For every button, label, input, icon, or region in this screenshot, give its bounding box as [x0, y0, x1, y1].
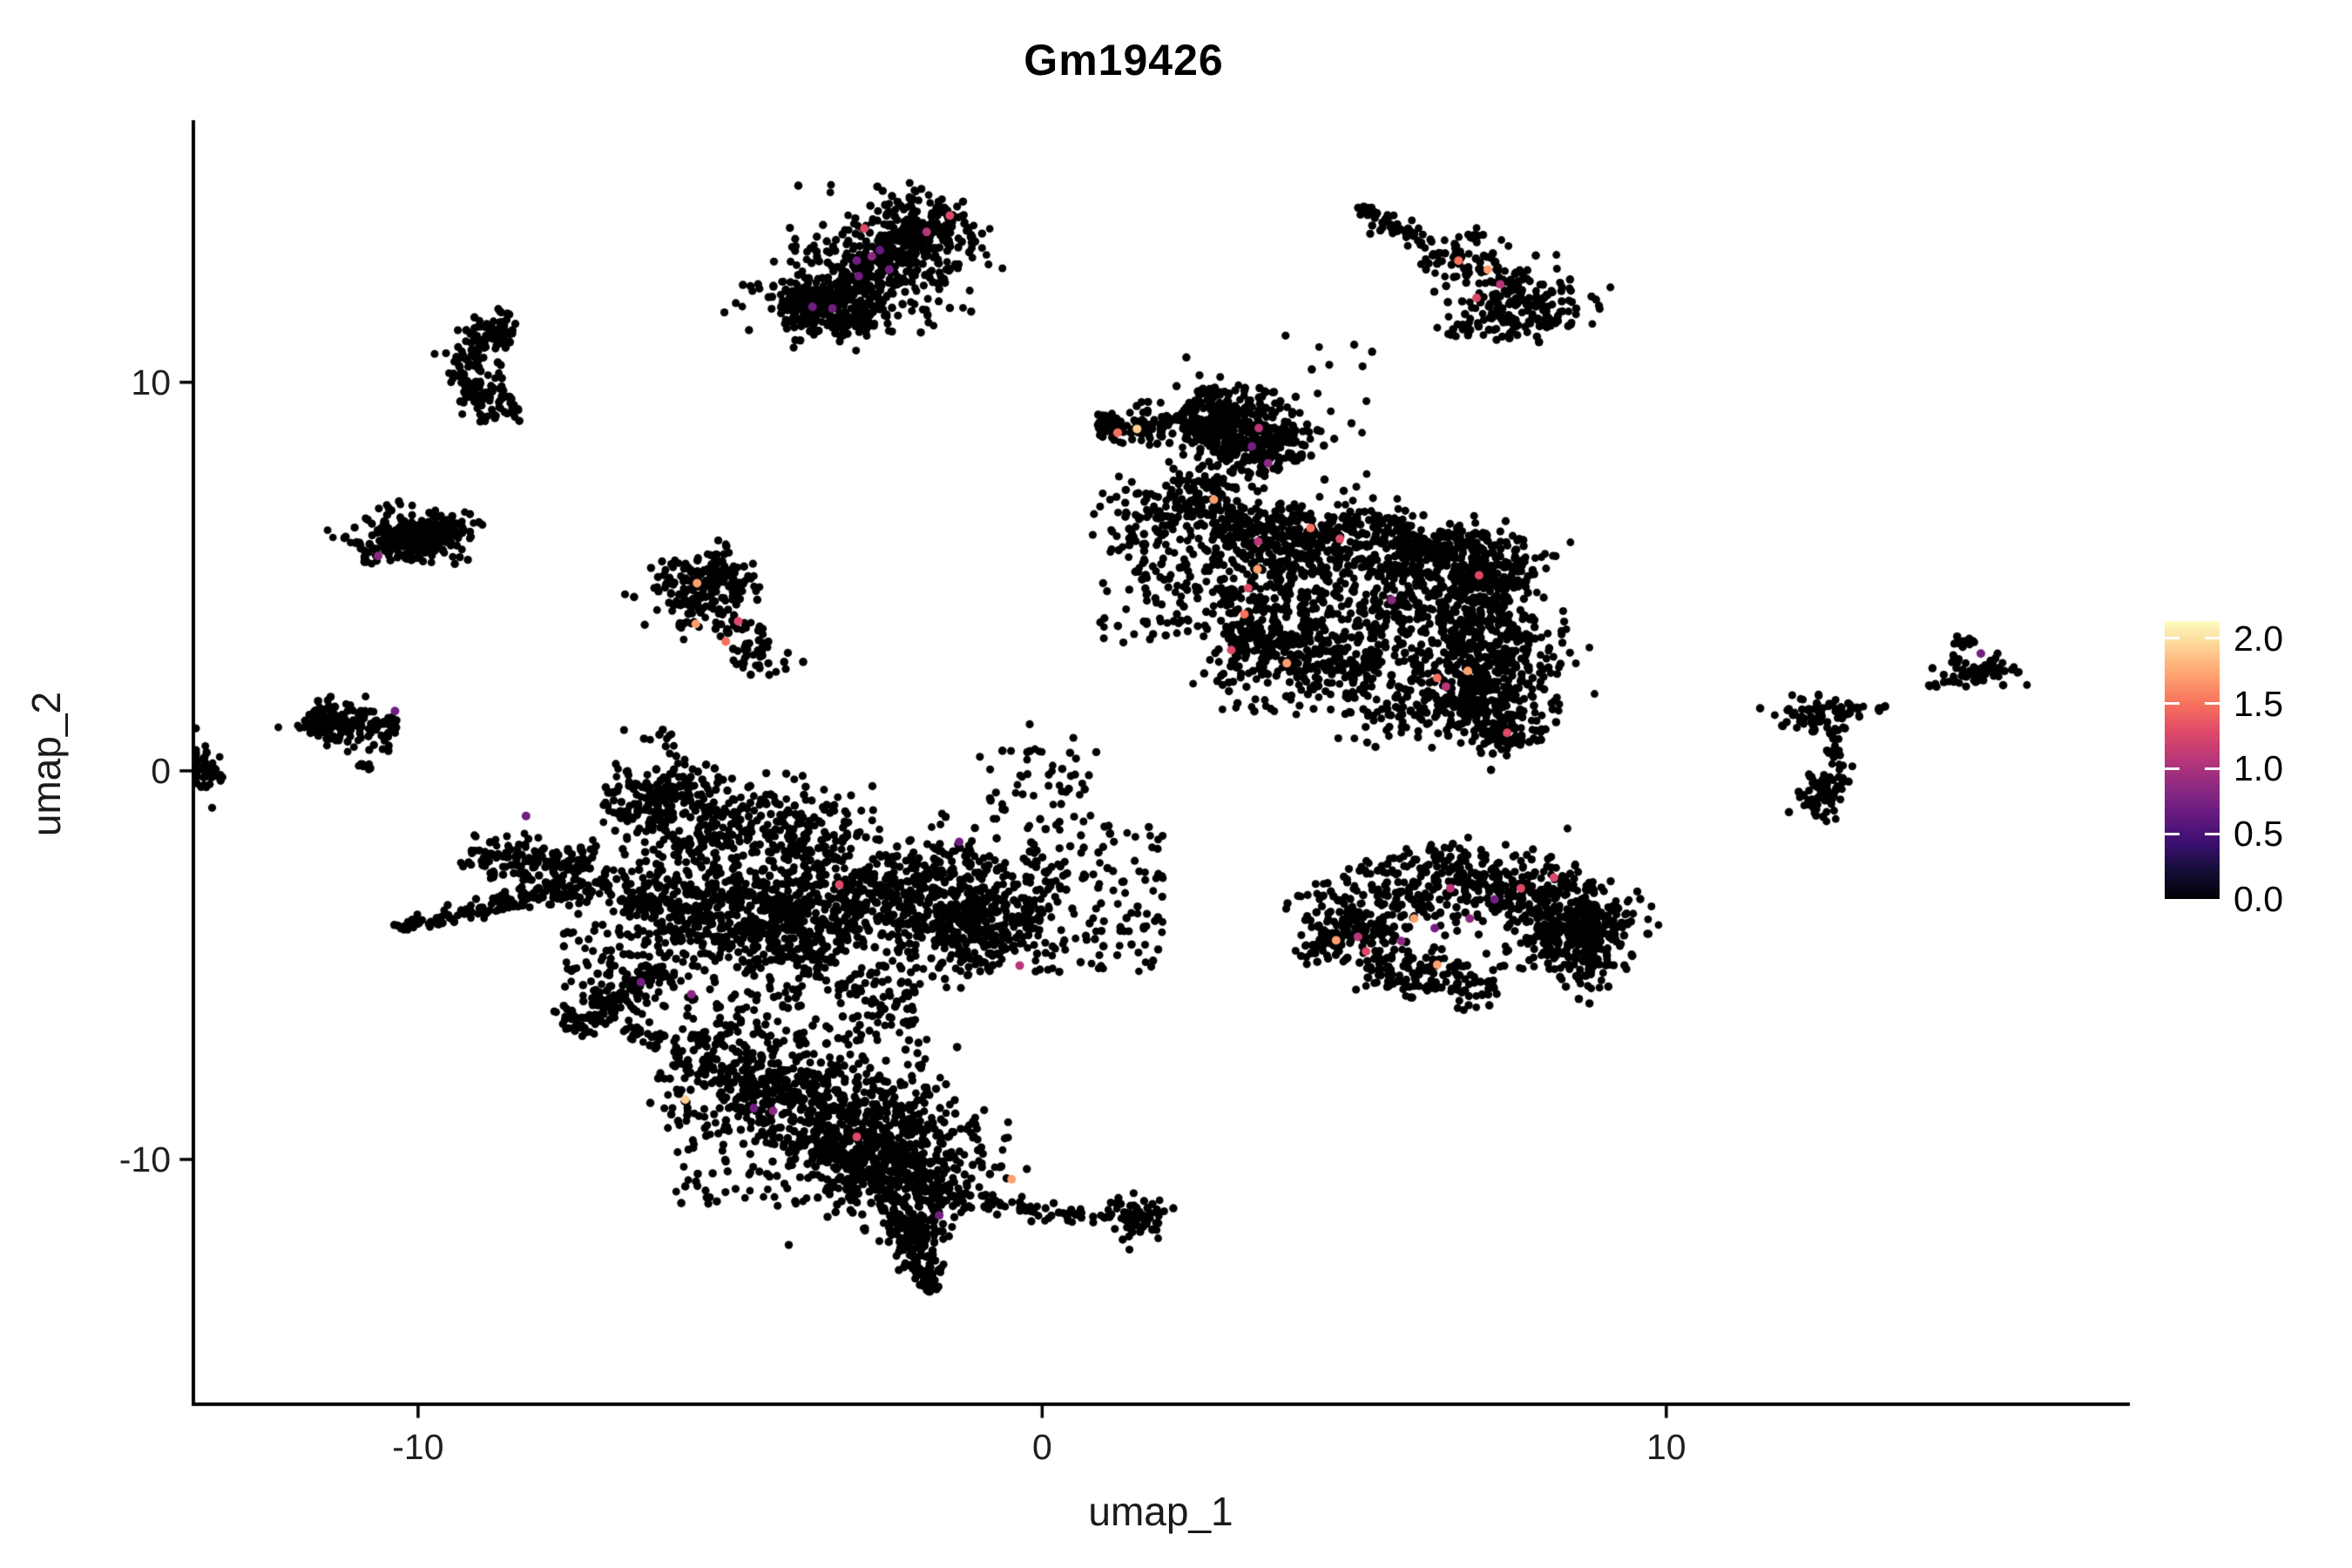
y-tick-label: -10 [118, 1139, 171, 1179]
colorbar-tick-label: 1.0 [2234, 748, 2283, 789]
colorbar-gradient [2165, 621, 2220, 899]
colorbar-tick-label: 0.5 [2234, 814, 2283, 855]
colorbar-tick [2205, 832, 2220, 835]
plot-title: Gm19426 [1024, 36, 1224, 84]
x-axis-title: umap_1 [1088, 1489, 1233, 1534]
x-tick-label: 10 [1646, 1427, 1686, 1467]
y-tick-label: 10 [131, 362, 171, 402]
colorbar-tick [2165, 767, 2180, 770]
colorbar-tick [2205, 702, 2220, 706]
y-tick-label: 0 [151, 750, 171, 791]
expression-colorbar [2165, 621, 2220, 899]
y-axis-title: umap_2 [24, 691, 69, 837]
colorbar-tick [2165, 832, 2180, 835]
colorbar-tick [2165, 702, 2180, 706]
colorbar-tick-label: 2.0 [2234, 618, 2283, 659]
colorbar-tick-label: 0.0 [2234, 879, 2283, 919]
x-tick-label: 0 [1031, 1427, 1052, 1467]
colorbar-tick [2205, 637, 2220, 640]
x-tick-label: -10 [392, 1427, 444, 1467]
colorbar-tick-label: 1.5 [2234, 683, 2283, 724]
colorbar-tick [2205, 767, 2220, 770]
colorbar-tick [2165, 637, 2180, 640]
